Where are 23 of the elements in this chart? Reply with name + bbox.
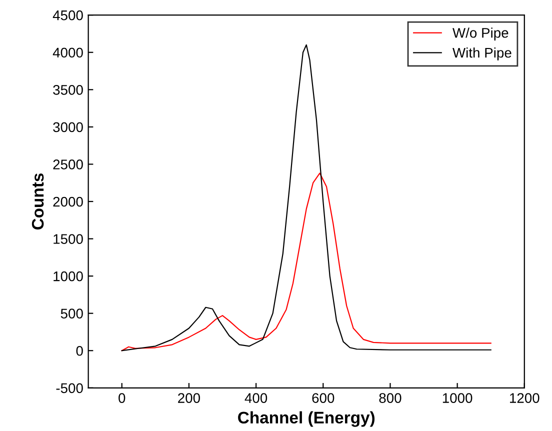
x-tick-label: 0 — [118, 393, 126, 403]
y-tick-label: 0 — [76, 346, 83, 356]
y-tick-label: 1500 — [54, 234, 83, 244]
x-tick-label: 400 — [244, 393, 268, 403]
x-tick-label: 800 — [379, 393, 402, 403]
y-tick-label: 500 — [60, 308, 83, 319]
y-tick-label: 4000 — [52, 48, 83, 58]
x-tick-label: 1200 — [510, 393, 540, 403]
y-tick-label: -500 — [56, 383, 83, 394]
y-tick-label: 1000 — [54, 271, 83, 282]
x-tick-label: 200 — [178, 393, 200, 403]
x-tick-label: 600 — [312, 393, 334, 403]
legend-label: W/o Pipe — [452, 28, 508, 41]
y-tick-label: 4500 — [52, 10, 83, 20]
y-tick-label: 3000 — [53, 122, 83, 132]
y-tick-label: 2000 — [53, 196, 83, 207]
y-tick-label: 3500 — [53, 84, 83, 95]
x-axis-title: Channel (Energy) — [238, 411, 375, 427]
line-series — [121, 172, 492, 352]
y-axis-title: Counts — [32, 173, 44, 230]
legend-label: With Pipe — [452, 47, 512, 60]
y-tick-label: 2500 — [53, 160, 83, 170]
x-tick-label: 1000 — [442, 393, 472, 403]
